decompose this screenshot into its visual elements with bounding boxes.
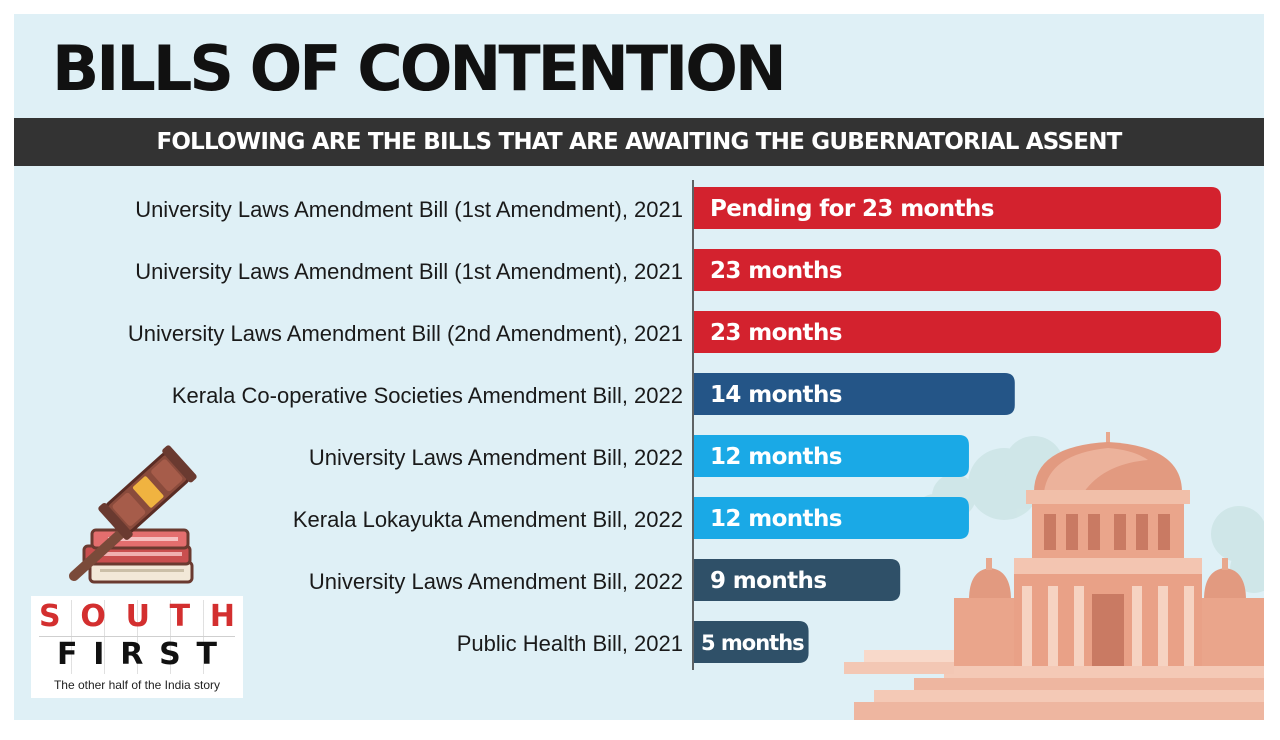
bar-6 [694, 497, 969, 539]
bar-4 [694, 373, 1015, 415]
category-label-2: University Laws Amendment Bill (1st Amen… [135, 259, 683, 284]
category-label-4: Kerala Co-operative Societies Amendment … [172, 383, 683, 408]
bar-value-label-7: 9 months [710, 568, 826, 594]
logo-letter: H [209, 599, 235, 634]
infographic: BILLS OF CONTENTION FOLLOWING ARE THE BI… [14, 14, 1264, 720]
south-first-logo: S O U T H F I R S T The other half of th… [31, 596, 243, 698]
category-labels: University Laws Amendment Bill (1st Amen… [128, 197, 683, 656]
bar-value-labels: Pending for 23 months 23 months 23 months 1… [701, 196, 994, 655]
logo-grid-lines [39, 600, 235, 674]
bar-3 [694, 311, 1221, 353]
page-title: BILLS OF CONTENTION [52, 32, 787, 105]
bar-8 [694, 621, 809, 663]
bar-value-label-4: 14 months [710, 382, 842, 408]
bar-value-label-8: 5 months [701, 631, 804, 655]
subtitle-banner: FOLLOWING ARE THE BILLS THAT ARE AWAITIN… [14, 118, 1264, 166]
logo-divider [39, 636, 235, 637]
category-label-8: Public Health Bill, 2021 [457, 631, 683, 656]
logo-letter: S [39, 599, 61, 634]
logo-letter: U [125, 599, 150, 634]
logo-line-south: S O U T H [39, 602, 235, 632]
logo-letter: R [120, 637, 144, 672]
category-label-7: University Laws Amendment Bill, 2022 [309, 569, 683, 594]
logo-letter: S [159, 637, 181, 672]
bar-value-label-2: 23 months [710, 258, 842, 284]
subtitle: FOLLOWING ARE THE BILLS THAT ARE AWAITIN… [156, 129, 1122, 155]
logo-line-first: F I R S T [39, 640, 235, 670]
books-icon [82, 528, 194, 584]
gavel-icon [69, 445, 197, 581]
bar-5 [694, 435, 969, 477]
bar-1 [694, 187, 1221, 229]
bar-value-label-5: 12 months [710, 444, 842, 470]
logo-letter: O [80, 599, 106, 634]
bar-value-label-6: 12 months [710, 506, 842, 532]
logo-tagline: The other half of the India story [53, 678, 221, 692]
bar-value-label-1: Pending for 23 months [710, 196, 994, 222]
bars [694, 187, 1221, 663]
bar-2 [694, 249, 1221, 291]
category-label-5: University Laws Amendment Bill, 2022 [309, 445, 683, 470]
category-label-6: Kerala Lokayukta Amendment Bill, 2022 [293, 507, 683, 532]
logo-letter: I [93, 637, 105, 672]
category-label-3: University Laws Amendment Bill (2nd Amen… [128, 321, 683, 346]
logo-letter: F [57, 637, 78, 672]
logo-letter: T [169, 599, 191, 634]
category-label-1: University Laws Amendment Bill (1st Amen… [135, 197, 683, 222]
bar-7 [694, 559, 901, 601]
bar-value-label-3: 23 months [710, 320, 842, 346]
logo-letter: T [196, 637, 217, 672]
court-building-icon [844, 432, 1264, 720]
bar-chart: University Laws Amendment Bill (1st Amen… [69, 180, 1264, 720]
